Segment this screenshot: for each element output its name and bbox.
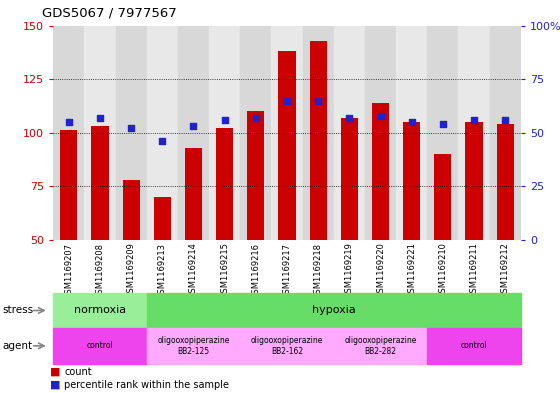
Point <box>95 114 105 121</box>
Point <box>220 117 229 123</box>
Text: hypoxia: hypoxia <box>312 305 356 316</box>
Bar <box>209 26 240 240</box>
Text: normoxia: normoxia <box>74 305 126 316</box>
Point <box>345 114 354 121</box>
Bar <box>459 26 489 240</box>
Point <box>158 138 167 144</box>
Bar <box>365 26 396 240</box>
Bar <box>91 126 109 240</box>
Bar <box>341 118 358 240</box>
Point <box>314 97 323 104</box>
Point <box>376 112 385 119</box>
Bar <box>53 26 85 240</box>
Point <box>127 125 136 132</box>
Bar <box>497 124 514 240</box>
Text: oligooxopiperazine
BB2-162: oligooxopiperazine BB2-162 <box>251 336 323 356</box>
Point <box>407 119 416 125</box>
Bar <box>396 26 427 240</box>
Bar <box>178 26 209 240</box>
Bar <box>435 154 451 240</box>
Bar <box>427 26 459 240</box>
Bar <box>147 26 178 240</box>
Text: stress: stress <box>3 305 34 316</box>
Point <box>189 123 198 129</box>
Bar <box>278 51 296 240</box>
Bar <box>489 26 521 240</box>
Bar <box>240 26 272 240</box>
Bar <box>216 129 233 240</box>
Bar <box>334 26 365 240</box>
Bar <box>85 26 115 240</box>
Point <box>501 117 510 123</box>
Bar <box>310 40 326 240</box>
Text: control: control <box>461 342 487 350</box>
Text: agent: agent <box>3 341 33 351</box>
Point <box>251 114 260 121</box>
Text: percentile rank within the sample: percentile rank within the sample <box>64 380 230 390</box>
Bar <box>185 148 202 240</box>
Text: count: count <box>64 367 92 377</box>
Text: oligooxopiperazine
BB2-125: oligooxopiperazine BB2-125 <box>157 336 230 356</box>
Point <box>470 117 479 123</box>
Point <box>283 97 292 104</box>
Bar <box>302 26 334 240</box>
Text: oligooxopiperazine
BB2-282: oligooxopiperazine BB2-282 <box>344 336 417 356</box>
Point <box>64 119 73 125</box>
Bar <box>115 26 147 240</box>
Bar <box>60 130 77 240</box>
Bar <box>372 103 389 240</box>
Bar <box>272 26 302 240</box>
Text: ■: ■ <box>50 367 61 377</box>
Bar <box>123 180 139 240</box>
Bar <box>248 111 264 240</box>
Bar <box>154 197 171 240</box>
Bar <box>465 122 483 240</box>
Bar <box>403 122 420 240</box>
Text: control: control <box>87 342 113 350</box>
Point <box>438 121 447 127</box>
Text: GDS5067 / 7977567: GDS5067 / 7977567 <box>42 7 177 20</box>
Text: ■: ■ <box>50 380 61 390</box>
